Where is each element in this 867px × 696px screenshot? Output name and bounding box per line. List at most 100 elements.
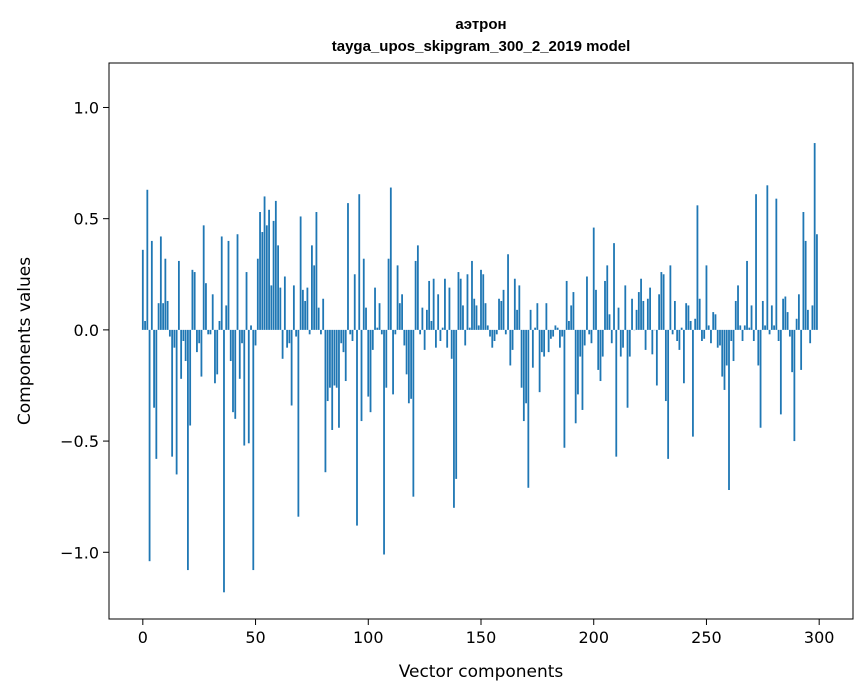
bar-125 [423, 329, 426, 350]
bar-79 [320, 329, 322, 335]
bar-187 [563, 329, 566, 448]
bar-75 [311, 245, 313, 330]
bar-113 [396, 265, 399, 330]
bar-237 [676, 329, 679, 341]
bar-88 [340, 329, 343, 344]
bar-257 [721, 329, 724, 377]
x-tick-label: 100 [353, 628, 384, 647]
bar-291 [797, 294, 800, 330]
bar-204 [601, 329, 604, 357]
bar-193 [577, 329, 579, 395]
bar-55 [265, 225, 268, 330]
bar-173 [531, 329, 534, 368]
bar-261 [730, 329, 733, 341]
bar-235 [671, 329, 674, 335]
bar-154 [489, 329, 491, 337]
bar-122 [416, 245, 419, 330]
bar-270 [750, 305, 753, 330]
bar-168 [520, 329, 523, 388]
chart-title-line-1: аэтрон [455, 16, 506, 33]
bar-31 [211, 294, 214, 330]
bar-292 [800, 329, 803, 370]
bar-28 [205, 283, 207, 330]
bar-184 [556, 327, 559, 330]
bar-40 [232, 329, 234, 413]
bar-258 [723, 329, 726, 390]
bar-20 [187, 329, 189, 571]
bar-176 [538, 329, 541, 393]
bar-274 [759, 329, 762, 428]
bar-117 [405, 329, 408, 375]
bar-58 [272, 220, 275, 330]
bar-80 [322, 298, 325, 330]
bar-276 [764, 325, 766, 330]
bar-115 [401, 294, 403, 330]
bar-215 [626, 329, 629, 408]
bar-289 [793, 329, 796, 442]
bar-93 [351, 329, 354, 341]
bar-247 [698, 298, 701, 330]
bar-42 [236, 234, 239, 330]
bar-177 [540, 329, 543, 353]
bar-190 [570, 305, 573, 330]
bar-3 [148, 329, 151, 562]
bar-series [141, 143, 818, 593]
bar-38 [227, 240, 230, 330]
bar-288 [791, 329, 794, 373]
bar-29 [207, 329, 210, 335]
bar-191 [572, 292, 575, 330]
bar-284 [782, 298, 785, 330]
bar-211 [617, 307, 620, 330]
bar-73 [306, 287, 309, 330]
bar-36 [223, 329, 225, 593]
bar-170 [525, 329, 527, 404]
bar-217 [631, 298, 633, 330]
bar-242 [687, 305, 690, 330]
bar-290 [795, 318, 798, 330]
bar-188 [565, 280, 568, 330]
bar-74 [308, 329, 311, 335]
bar-95 [356, 329, 358, 526]
bar-281 [775, 198, 778, 330]
bar-230 [660, 272, 663, 330]
bar-69 [297, 329, 300, 517]
bar-35 [220, 236, 223, 330]
bar-171 [527, 329, 530, 488]
bar-114 [398, 303, 401, 330]
bar-150 [480, 269, 482, 330]
bar-222 [642, 300, 645, 330]
bar-203 [599, 329, 602, 382]
bar-223 [644, 329, 647, 350]
bar-219 [635, 309, 638, 330]
bar-66 [290, 329, 293, 406]
bar-30 [209, 329, 212, 335]
bar-164 [511, 329, 514, 350]
bar-275 [761, 300, 764, 330]
bar-24 [196, 329, 198, 353]
bar-147 [473, 298, 476, 330]
bar-71 [301, 289, 304, 330]
bar-39 [229, 329, 232, 362]
bar-192 [574, 329, 577, 424]
bar-8 [159, 236, 162, 330]
bar-103 [374, 287, 376, 330]
bar-262 [732, 329, 735, 362]
bar-158 [498, 298, 500, 330]
x-axis-label: Vector components [399, 662, 564, 682]
bar-196 [583, 329, 586, 346]
bar-112 [394, 329, 397, 335]
bar-216 [628, 329, 631, 357]
bar-37 [225, 305, 228, 330]
bar-53 [261, 232, 264, 330]
bar-101 [369, 329, 372, 413]
bar-248 [701, 329, 703, 341]
plot-frame [108, 62, 854, 620]
bar-105 [378, 303, 381, 330]
bar-179 [545, 303, 548, 330]
bar-102 [371, 329, 374, 350]
bar-295 [807, 309, 809, 330]
bar-166 [516, 309, 518, 330]
bar-1 [144, 320, 146, 330]
bar-100 [367, 329, 370, 397]
bar-167 [518, 285, 521, 330]
